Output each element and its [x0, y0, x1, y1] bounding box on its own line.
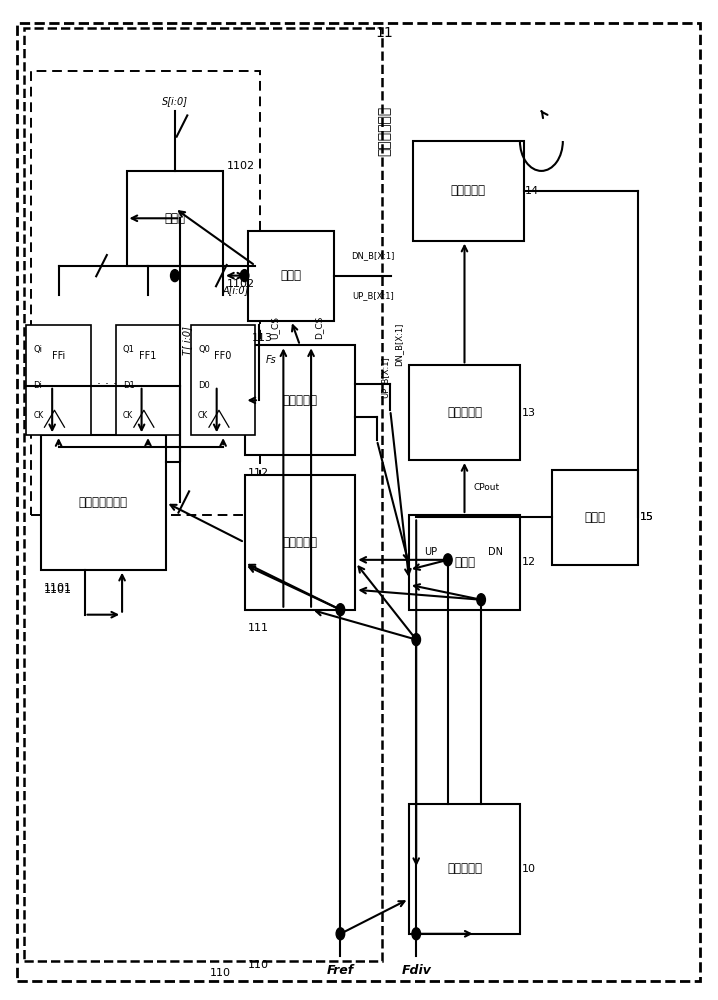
Bar	[248, 231, 334, 320]
Text: CK: CK	[34, 411, 44, 420]
Text: Fs: Fs	[266, 355, 276, 365]
Text: 110: 110	[248, 960, 269, 970]
Text: 分频器: 分频器	[584, 511, 605, 524]
Text: CPout: CPout	[473, 483, 499, 492]
Text: 111: 111	[248, 623, 269, 633]
Bar	[552, 470, 638, 565]
Text: 周跳抑制电路: 周跳抑制电路	[378, 106, 392, 156]
Text: T[ i:0]: T[ i:0]	[182, 326, 192, 355]
Circle shape	[412, 928, 421, 940]
Text: 环路滤波器: 环路滤波器	[447, 406, 482, 419]
Text: FF1: FF1	[139, 351, 157, 361]
Text: D0: D0	[198, 381, 210, 390]
Text: S[i:0]: S[i:0]	[162, 96, 188, 106]
Bar	[409, 804, 520, 934]
Text: 11: 11	[376, 26, 393, 40]
Text: . . .: . . .	[97, 374, 117, 387]
Text: DN_B[X:1]: DN_B[X:1]	[352, 251, 395, 260]
Text: FFi: FFi	[52, 351, 65, 361]
Text: Q0: Q0	[198, 345, 210, 354]
Text: Fdiv: Fdiv	[401, 964, 431, 977]
Text: 频率选择器: 频率选择器	[282, 394, 317, 407]
Text: UP_B[X:1]: UP_B[X:1]	[381, 356, 389, 398]
Text: 113: 113	[252, 333, 273, 343]
Bar	[413, 141, 523, 241]
Bar	[126, 171, 223, 266]
Text: 13: 13	[521, 408, 536, 418]
Text: 压控振荡器: 压控振荡器	[451, 184, 485, 197]
Circle shape	[171, 270, 179, 282]
Bar	[191, 325, 256, 435]
Text: 加法器: 加法器	[164, 212, 185, 225]
Circle shape	[444, 554, 452, 566]
Circle shape	[336, 604, 345, 616]
Text: D1: D1	[123, 381, 135, 390]
Text: Fref: Fref	[327, 964, 354, 977]
Text: Q1: Q1	[123, 345, 135, 354]
Text: 14: 14	[525, 186, 539, 196]
Text: 鉴频鉴相器: 鉴频鉴相器	[447, 862, 482, 875]
Bar	[41, 435, 166, 570]
Text: UP_B[X:1]: UP_B[X:1]	[353, 291, 394, 300]
Circle shape	[477, 594, 485, 606]
Text: 112: 112	[248, 468, 269, 478]
Bar	[116, 325, 180, 435]
Text: 110: 110	[210, 968, 231, 978]
Circle shape	[412, 634, 421, 646]
Bar	[24, 28, 382, 961]
Text: 1101: 1101	[45, 585, 73, 595]
Bar	[245, 345, 355, 455]
Text: U_CS: U_CS	[271, 316, 280, 339]
Text: CK: CK	[198, 411, 208, 420]
Text: UP: UP	[424, 547, 437, 557]
Text: 电荷泵: 电荷泵	[454, 556, 475, 569]
Text: 10: 10	[521, 864, 536, 874]
Bar	[245, 475, 355, 610]
Bar	[409, 365, 520, 460]
Text: 15: 15	[640, 512, 653, 522]
Text: 1101: 1101	[45, 583, 73, 593]
Text: Di: Di	[34, 381, 42, 390]
Circle shape	[336, 928, 345, 940]
Text: 15: 15	[640, 512, 653, 522]
Text: 12: 12	[521, 557, 536, 567]
Text: DN_B[X:1]: DN_B[X:1]	[394, 322, 403, 366]
Text: FF0: FF0	[215, 351, 232, 361]
Bar	[27, 325, 90, 435]
Text: 1102: 1102	[227, 161, 255, 171]
Text: 译码器: 译码器	[281, 269, 302, 282]
Bar	[409, 515, 520, 610]
Text: DN: DN	[488, 547, 503, 557]
Bar	[32, 71, 261, 515]
Text: D_CS: D_CS	[314, 316, 324, 339]
Circle shape	[241, 270, 249, 282]
Text: Qi: Qi	[34, 345, 42, 354]
Text: 周跳检测器: 周跳检测器	[282, 536, 317, 549]
Text: A[i:0]: A[i:0]	[223, 286, 249, 296]
Text: CK: CK	[123, 411, 134, 420]
Text: 周跳次数控制器: 周跳次数控制器	[79, 496, 128, 509]
Text: 1102: 1102	[227, 279, 255, 289]
